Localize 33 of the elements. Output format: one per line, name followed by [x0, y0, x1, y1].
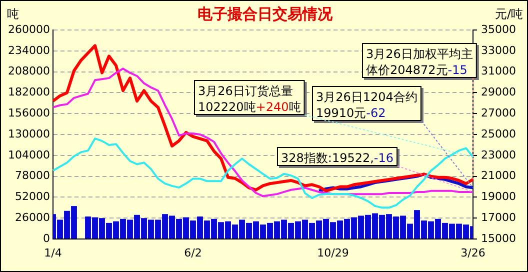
- y-tick-label: 104000: [8, 148, 50, 162]
- x-tick-label: 10/29: [317, 246, 349, 260]
- chart-title: 电子撮合日交易情况: [198, 4, 334, 23]
- x-tick-label: 3/26: [460, 246, 486, 260]
- y2-tick-label: 25000: [481, 127, 516, 140]
- annotation: 3月26日加权平均主体价204872元-15: [366, 47, 473, 77]
- y-tick-label: 130000: [8, 127, 50, 140]
- y2-tick-label: 19000: [481, 190, 516, 204]
- y-tick-label: 260000: [8, 22, 50, 36]
- y-tick-label: 26000: [15, 210, 50, 224]
- y-tick-label: 208000: [8, 64, 50, 78]
- annotation: 3月26日订货总量102220吨+240吨: [198, 84, 301, 114]
- y2-tick-label: 29000: [481, 86, 516, 99]
- x-tick-label: 6/2: [184, 246, 202, 260]
- y-tick-label: 234000: [8, 44, 50, 57]
- y-tick-label: 156000: [8, 106, 50, 120]
- y2-tick-label: 15000: [481, 232, 516, 245]
- annotation: 328指数:19522,-16: [281, 151, 394, 165]
- y2-tick-label: 17000: [481, 210, 516, 224]
- annotation: 3月26日1204合约19910元-62: [316, 90, 418, 120]
- y-tick-label: 182000: [8, 86, 50, 99]
- y2-tick-label: 33000: [481, 44, 516, 57]
- y-axis-title: 吨: [7, 7, 19, 21]
- y-tick-label: 52000: [15, 190, 50, 204]
- y2-tick-label: 21000: [481, 169, 516, 182]
- y-tick-label: 78000: [15, 169, 50, 182]
- y2-tick-label: 31000: [481, 64, 516, 78]
- y2-tick-label: 35000: [481, 22, 516, 36]
- y2-axis-title: 元/吨: [494, 7, 523, 21]
- x-tick-label: 1/4: [44, 246, 62, 260]
- y2-tick-label: 27000: [481, 106, 516, 120]
- y-tick-label: 0: [43, 232, 50, 245]
- y2-tick-label: 23000: [481, 148, 516, 162]
